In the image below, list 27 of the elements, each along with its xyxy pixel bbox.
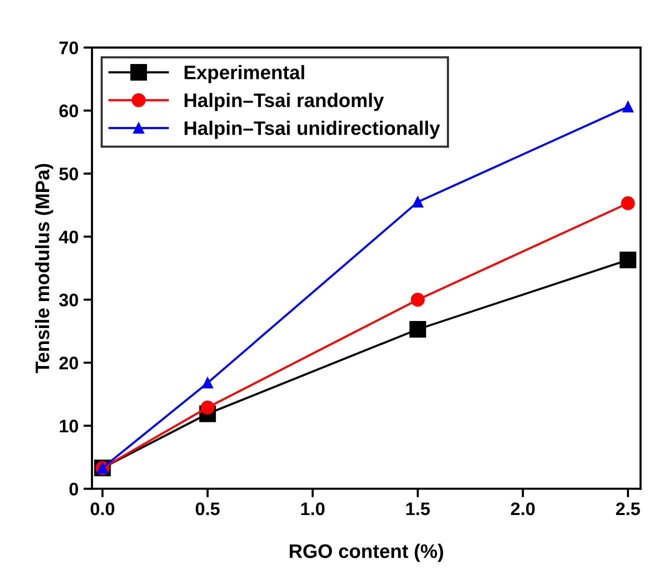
point xyxy=(621,196,635,210)
legend-label: Halpin–Tsai unidirectionally xyxy=(184,120,440,139)
y-tick-label: 0 xyxy=(69,482,78,496)
x-tick-label: 1.5 xyxy=(406,502,430,516)
y-axis-title: Tensile modulus (MPa) xyxy=(35,164,54,374)
y-tick-label: 60 xyxy=(59,104,78,118)
x-tick-label: 0.0 xyxy=(90,502,114,516)
y-tick-label: 20 xyxy=(59,356,78,370)
y-tick-label: 40 xyxy=(58,230,78,244)
x-tick-label: 0.5 xyxy=(196,502,220,516)
x-tick-label: 2.0 xyxy=(510,502,535,516)
y-tick-label: 30 xyxy=(59,294,78,306)
y-tick-label: 50 xyxy=(59,168,78,180)
point xyxy=(202,377,214,388)
y-tick-label: 70 xyxy=(59,41,78,54)
point xyxy=(409,320,426,338)
point xyxy=(412,196,424,208)
point xyxy=(200,400,215,414)
point xyxy=(410,292,425,307)
point xyxy=(622,101,634,112)
point xyxy=(620,252,636,268)
legend-label: Experimental xyxy=(184,65,304,84)
legend-label: Halpin–Tsai randomly xyxy=(184,92,384,112)
x-axis-title: RGO content (%) xyxy=(290,544,444,562)
x-tick-label: 1.0 xyxy=(301,502,324,516)
y-tick-label: 10 xyxy=(60,420,78,432)
x-tick-label: 2.5 xyxy=(616,502,640,516)
